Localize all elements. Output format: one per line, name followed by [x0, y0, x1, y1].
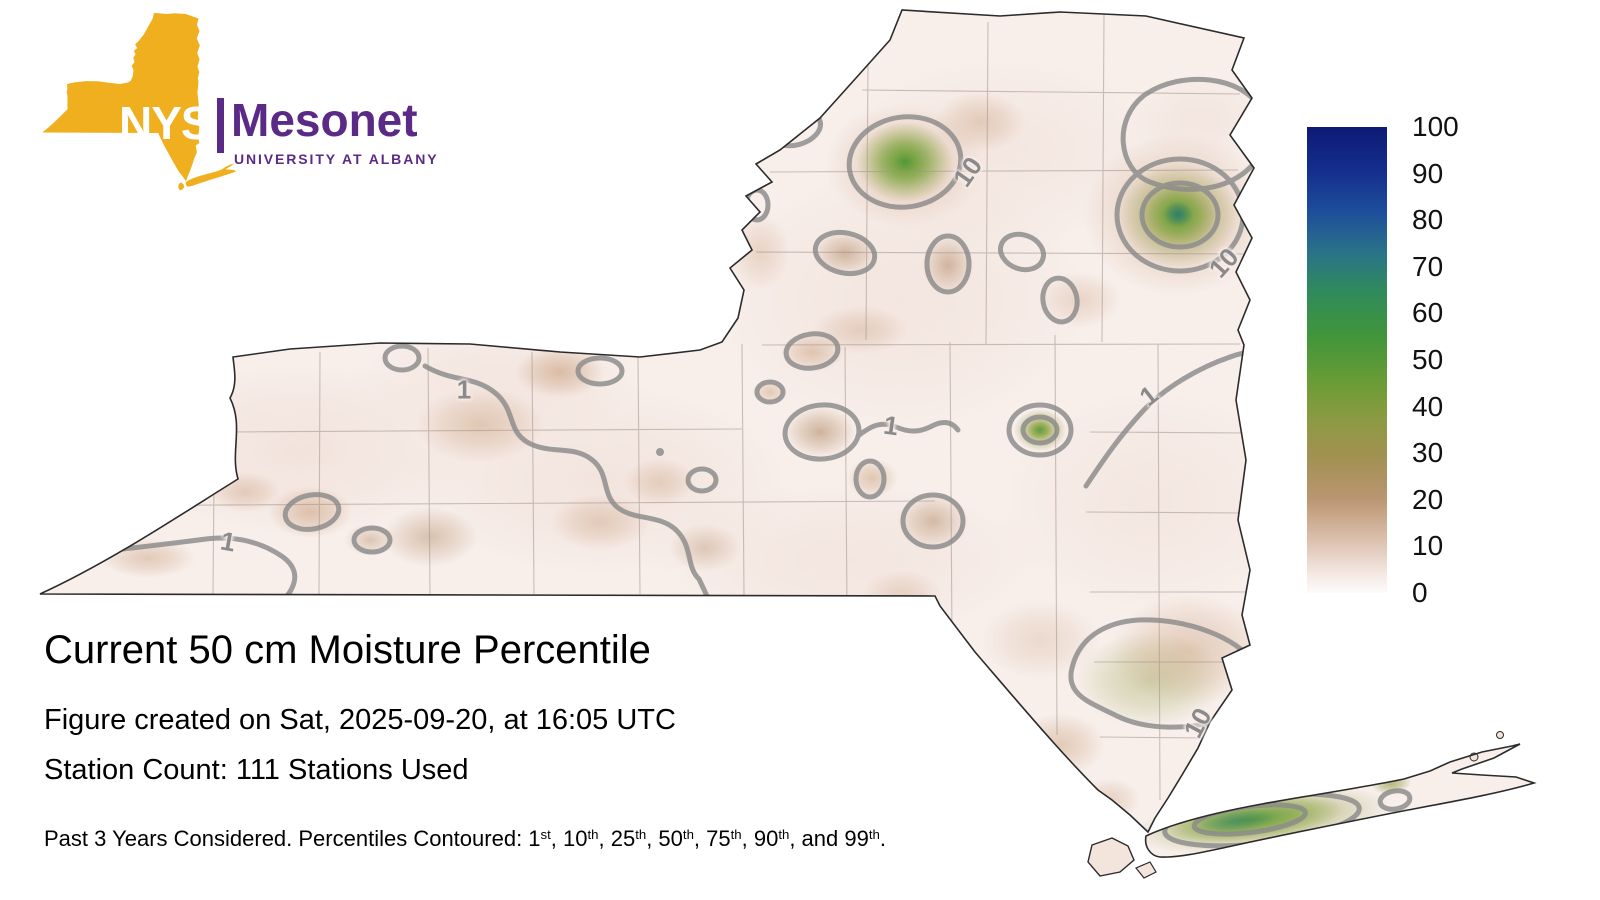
- colorbar-tick-label: 90: [1412, 157, 1444, 189]
- colorbar-tick-label: 40: [1412, 390, 1444, 422]
- logo-nys-text: NYS: [119, 97, 212, 149]
- colorbar-tick-label: 80: [1412, 204, 1444, 236]
- station-count-text: Station Count: 111 Stations Used: [44, 754, 469, 786]
- figure-created-text: Figure created on Sat, 2025-09-20, at 16…: [44, 704, 676, 736]
- colorbar-tick-label: 50: [1412, 344, 1444, 375]
- contour-label: 1: [456, 374, 472, 405]
- footnote-superscript: th: [868, 827, 880, 843]
- colorbar-tick-label: 30: [1412, 437, 1444, 469]
- colorbar-tick-label: 0: [1412, 577, 1428, 608]
- footnote-superscript: th: [730, 827, 742, 843]
- colorbar-tick-label: 70: [1412, 250, 1444, 282]
- logo-divider: [217, 98, 224, 153]
- colorbar-tick-label: 100: [1412, 111, 1459, 142]
- footnote-superscript: th: [635, 827, 647, 843]
- footnote-text: Past 3 Years Considered. Percentiles Con…: [44, 826, 886, 852]
- footnote-segment: , 50: [646, 826, 683, 851]
- footnote-segment: , 75: [693, 826, 731, 851]
- footnote-segment: , 90: [741, 826, 779, 851]
- footnote-superscript: st: [540, 827, 551, 843]
- ny-state-map: [39, 9, 1535, 879]
- colorbar-tick-label: 20: [1412, 483, 1444, 515]
- footnote-superscript: th: [778, 827, 790, 843]
- colorbar-gradient: [1307, 127, 1387, 593]
- logo-mesonet-text: Mesonet: [231, 94, 418, 146]
- logo-tagline: UNIVERSITY AT ALBANY: [234, 151, 439, 167]
- footnote-superscript: th: [682, 827, 694, 843]
- footnote-superscript: th: [587, 827, 599, 843]
- footnote-segment: , and 99: [789, 826, 869, 851]
- footnote-segment: Past 3 Years Considered. Percentiles Con…: [44, 826, 541, 851]
- footnote-segment: , 25: [598, 826, 636, 851]
- colorbar-tick-label: 10: [1412, 530, 1444, 562]
- colorbar-tick-label: 60: [1412, 297, 1444, 329]
- page-title: Current 50 cm Moisture Percentile: [44, 628, 651, 672]
- footnote-segment: .: [879, 826, 886, 851]
- footnote-segment: , 10: [550, 826, 588, 851]
- moisture-surface: [40, 13, 1413, 854]
